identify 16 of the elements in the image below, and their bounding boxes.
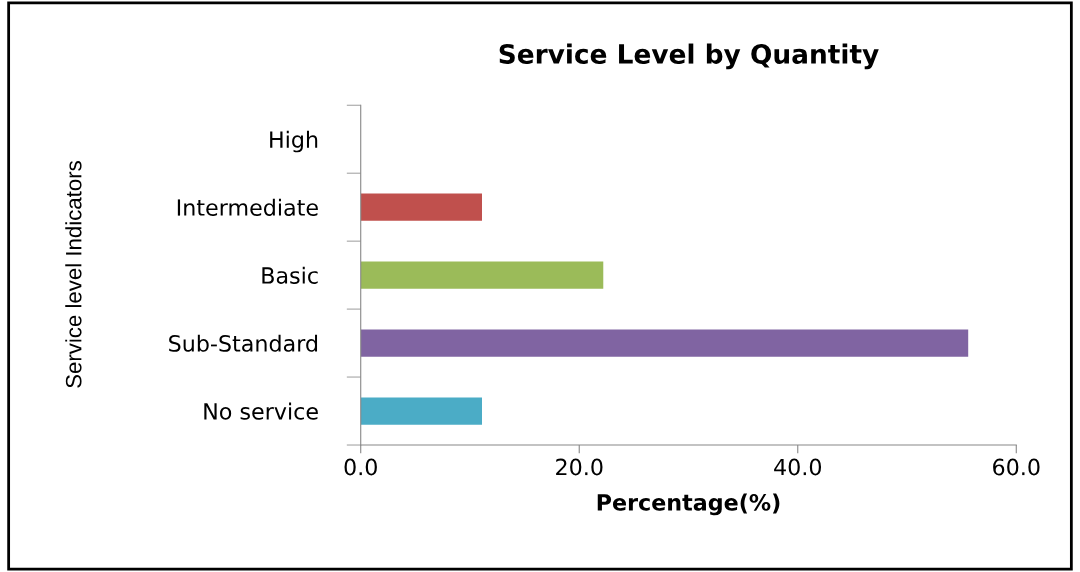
bar <box>360 193 482 221</box>
x-tick-label: 40.0 <box>774 458 822 476</box>
chart-title: Service Level by Quantity <box>499 43 879 70</box>
bar <box>360 397 482 425</box>
y-tick-label: High <box>270 130 318 153</box>
y-tick-label: Sub-Standard <box>169 334 318 352</box>
bar <box>360 261 604 289</box>
bar <box>360 329 969 357</box>
x-axis-title: Percentage(%) <box>597 493 780 516</box>
x-tick-label: 20.0 <box>556 458 603 476</box>
y-tick-label: Intermediate <box>177 198 318 216</box>
y-tick-label: Basic <box>262 266 318 284</box>
x-tick-label: 0.0 <box>344 458 377 476</box>
y-tick-label: No service <box>204 402 318 420</box>
y-axis-title: Service level Indicators <box>65 161 82 388</box>
x-tick-label: 60.0 <box>993 458 1040 476</box>
